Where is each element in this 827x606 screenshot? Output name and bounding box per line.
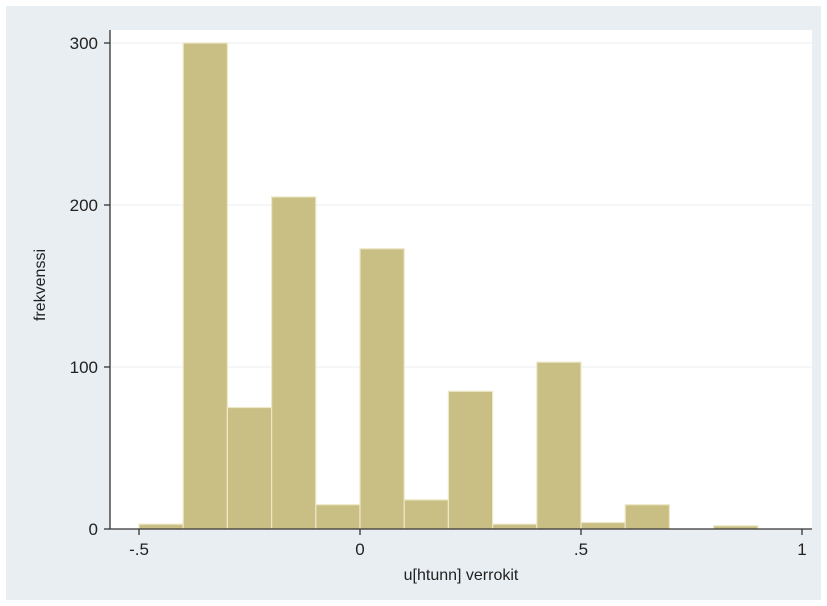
histogram-bar bbox=[492, 523, 538, 530]
x-tick-label: .5 bbox=[574, 540, 588, 559]
histogram-bar bbox=[226, 406, 273, 530]
x-tick-label: 1 bbox=[797, 540, 806, 559]
y-tick-label: 200 bbox=[70, 196, 98, 215]
histogram-bar bbox=[624, 504, 671, 530]
x-tick-label: -.5 bbox=[129, 540, 149, 559]
y-ticks: 0 100 200 300 bbox=[70, 34, 110, 539]
histogram-bar bbox=[447, 390, 494, 530]
y-tick-label: 100 bbox=[70, 358, 98, 377]
x-ticks: -.5 0 .5 1 bbox=[129, 529, 807, 559]
histogram-bar bbox=[315, 504, 361, 530]
y-tick-label: 300 bbox=[70, 34, 98, 53]
x-axis-title: u[htunn] verrokit bbox=[404, 567, 519, 584]
histogram-bar bbox=[403, 499, 450, 530]
y-axis-title: frekvenssi bbox=[32, 249, 49, 321]
histogram-bar bbox=[182, 42, 228, 530]
histogram-bar bbox=[580, 521, 626, 530]
histogram-bar bbox=[359, 248, 405, 530]
histogram-bar bbox=[271, 196, 317, 530]
y-tick-label: 0 bbox=[89, 520, 98, 539]
histogram-bar bbox=[138, 523, 184, 530]
histogram-bar bbox=[536, 361, 582, 530]
x-tick-label: 0 bbox=[355, 540, 364, 559]
histogram-bars bbox=[138, 42, 759, 530]
